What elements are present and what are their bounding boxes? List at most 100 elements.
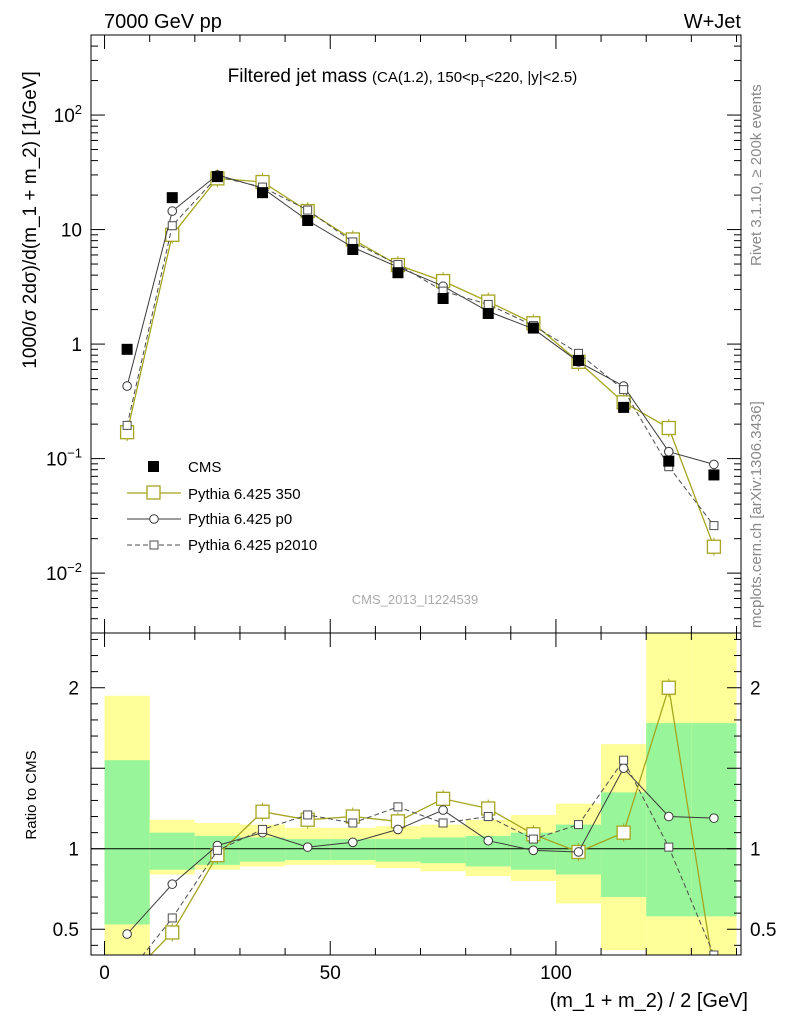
ratio-pythia-6-425-p2010-point: [303, 810, 313, 820]
ratio-pythia-6-425-p2010-point: [212, 845, 222, 855]
legend-cms-marker: [148, 461, 159, 472]
main-pythia-6-425-p2010-point: [483, 299, 493, 309]
ratio-pythia-6-425-p0-line: [126, 767, 714, 935]
main-ytick-label: 10: [61, 221, 82, 242]
legend-item-cms: CMS: [148, 459, 221, 476]
ratio-pythia-6-425-p0-point: [483, 835, 494, 846]
header-right-label: W+Jet: [684, 11, 742, 33]
ratio-pythia-6-425-p2010-point: [664, 842, 674, 852]
ratio-ytick-label-right: 2: [750, 679, 761, 700]
main-cms-point: [166, 192, 178, 204]
main-title-detail: (CA(1.2), 150<pT<220, |y|<2.5): [372, 69, 577, 90]
mcplots-label: mcplots.cern.ch [arXiv:1306.3436]: [748, 401, 765, 628]
ratio-ytick-label-right: 1: [750, 840, 761, 861]
ratio-pythia-6-425-p0-point: [393, 824, 403, 835]
main-y-axis-label: 1000/σ 2dσ)/d(m_1 + m_2) [1/GeV]: [20, 71, 41, 369]
ratio-pythia-6-425-350-line: [149, 687, 712, 955]
main-pythia-6-425-p0-line: [126, 174, 715, 465]
ratio-band-green: [375, 839, 421, 862]
ratio-pythia-6-425-p2010-point: [574, 820, 583, 830]
ratio-pythia-6-425-p0-point: [528, 845, 539, 856]
ratio-pythia-6-425-p2010-point: [393, 802, 403, 812]
legend: CMS Pythia 6.425 350 Pythia 6.425 p0 Pyt…: [127, 459, 317, 554]
ratio-ticks: 0 50 100 0.5 0.5 1 1 2 2: [53, 633, 776, 984]
ratio-pythia-6-425-350-point: [165, 925, 180, 940]
ratio-pythia-6-425-p0-point: [302, 842, 313, 852]
ratio-pythia-6-425-p0-point: [167, 879, 178, 889]
ratio-pythia-6-425-p0-point: [348, 837, 358, 848]
ratio-band-green: [420, 837, 466, 864]
ratio-pythia-6-425-p0-point: [573, 847, 584, 857]
ratio-pythia-6-425-350-point: [255, 804, 270, 819]
main-ytick-label: 10−2: [46, 560, 82, 585]
legend-pythia-p2010-marker: [149, 540, 159, 550]
main-panel: Filtered jet mass (CA(1.2), 150<pT<220, …: [20, 34, 742, 634]
ratio-plot-area: [91, 633, 741, 986]
rivet-label: Rivet 3.1.10, ≥ 200k events: [748, 84, 765, 266]
ratio-pythia-6-425-p2010-point: [438, 818, 448, 828]
ratio-pythia-6-425-p2010-line: [142, 759, 715, 955]
ratio-pythia-6-425-p2010-point: [483, 812, 493, 822]
main-pythia-6-425-p0-point: [122, 381, 132, 391]
main-pythia-6-425-p0-point: [663, 446, 674, 457]
ratio-pythia-6-425-p0-point: [438, 805, 448, 815]
main-title: Filtered jet mass: [228, 66, 367, 87]
ratio-ytick-label-left: 0.5: [53, 920, 79, 941]
ratio-pythia-6-425-350-point: [661, 680, 676, 695]
ratio-band-green: [330, 839, 376, 861]
main-ytick-label-exp: −1: [67, 446, 82, 461]
main-pythia-6-425-p0-point: [167, 206, 178, 216]
main-pythia-6-425-p2010-point: [619, 385, 629, 395]
main-pythia-6-425-p2010-line: [126, 176, 715, 526]
main-cms-point: [618, 401, 630, 413]
main-cms-point: [392, 267, 404, 279]
main-pythia-6-425-p2010-point: [303, 205, 313, 215]
main-ytick-label: 1: [71, 335, 82, 356]
ratio-xtick-label: 50: [320, 963, 341, 984]
main-cms-point: [347, 243, 359, 255]
main-cms-point: [211, 171, 223, 183]
ratio-pythia-6-425-p2010-point: [709, 950, 719, 955]
ratio-panel: Ratio to CMS (m_1 + m_2) / 2 [GeV] 0 50 10…: [23, 632, 776, 1012]
main-ytick-label-exp: −2: [67, 560, 82, 575]
legend-pythia-p0-marker: [149, 514, 159, 524]
main-plot-area: [119, 169, 722, 556]
main-ytick-label-base: 10: [46, 450, 67, 471]
main-cms-point: [527, 322, 539, 334]
main-ytick-label-base: 10: [46, 564, 67, 585]
main-pythia-6-425-p0-point: [709, 459, 719, 470]
watermark: CMS_2013_I1224539: [352, 592, 479, 607]
ratio-xtick-label: 0: [99, 963, 110, 984]
ratio-ytick-label-left: 1: [68, 840, 79, 861]
ratio-band-green: [149, 832, 195, 870]
main-cms-point: [663, 455, 675, 467]
ratio-pythia-6-425-p0-point: [122, 929, 132, 939]
legend-item-pythia-p0: Pythia 6.425 p0: [127, 511, 292, 528]
ratio-pythia-6-425-350-point: [121, 973, 134, 986]
main-cms-point: [437, 293, 449, 305]
main-cms-point: [482, 307, 494, 319]
ratio-pythia-6-425-p2010-point: [167, 913, 177, 923]
ratio-x-axis-label: (m_1 + m_2) / 2 [GeV]: [550, 990, 748, 1012]
main-ytick-label-base: 10: [54, 106, 75, 127]
main-pythia-6-425-350-line: [126, 177, 715, 547]
ratio-pythia-6-425-p0-point: [663, 811, 674, 822]
ratio-pythia-6-425-350-point: [435, 791, 451, 806]
ratio-xtick-label: 100: [540, 963, 572, 984]
ratio-pythia-6-425-p2010-point: [258, 824, 268, 834]
ratio-band-green: [104, 760, 150, 925]
main-pythia-6-425-p2010-point: [167, 221, 177, 231]
main-cms-point: [121, 343, 133, 355]
main-cms-point: [708, 469, 720, 481]
ratio-ytick-label-left: 2: [68, 679, 79, 700]
legend-cms-label: CMS: [188, 459, 221, 476]
ratio-pythia-6-425-p0-point: [709, 813, 719, 823]
legend-pythia-p2010-label: Pythia 6.425 p2010: [188, 537, 317, 554]
ratio-pythia-6-425-p2010-point: [123, 971, 131, 979]
main-cms-point: [257, 187, 269, 199]
main-pythia-6-425-350-point: [706, 539, 722, 554]
main-ytick-label: 102: [54, 102, 82, 127]
legend-pythia-350-label: Pythia 6.425 350: [188, 486, 301, 503]
